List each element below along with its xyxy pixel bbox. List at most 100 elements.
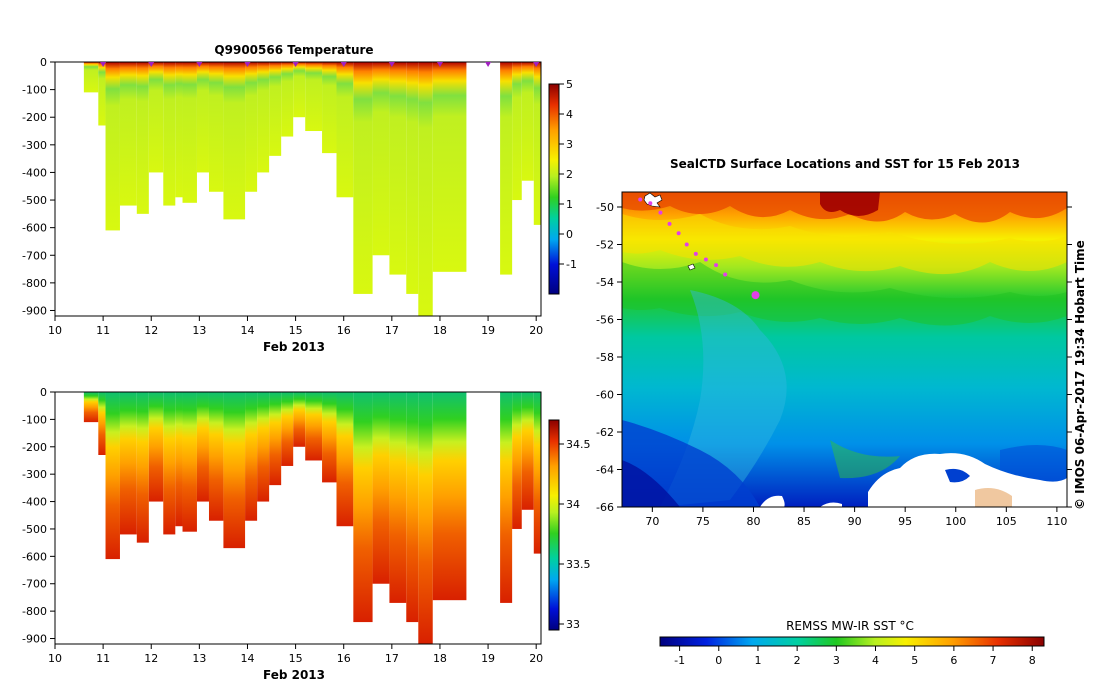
- y-tick-label: -54: [596, 276, 614, 289]
- profile-column: [223, 392, 246, 549]
- profile-column: [148, 62, 164, 173]
- x-tick-label: 11: [96, 324, 110, 337]
- profile-column: [196, 62, 209, 173]
- profile-marker: [196, 62, 203, 67]
- salinity-columns: [83, 392, 541, 644]
- profile-marker: [292, 62, 299, 67]
- x-tick-label: 16: [337, 324, 351, 337]
- seal-track: [638, 197, 760, 300]
- profile-column: [257, 392, 270, 502]
- profile-column: [521, 62, 534, 181]
- temperature-columns: [83, 62, 541, 316]
- colorbar-tick-label: -1: [566, 258, 577, 271]
- y-tick-label: -400: [22, 166, 47, 179]
- sst-colorbar-label: REMSS MW-IR SST °C: [786, 619, 914, 633]
- profile-marker: [148, 62, 155, 67]
- temperature-y-ticks: 0 -100 -200 -300 -400 -500 -600 -700 -800 -900: [22, 56, 55, 317]
- x-tick-label: 16: [337, 652, 351, 665]
- profile-column: [208, 392, 224, 521]
- profile-column: [372, 392, 390, 584]
- y-tick-label: -64: [596, 464, 614, 477]
- profile-column: [353, 392, 373, 623]
- colorbar-tick-label: 33: [566, 618, 580, 631]
- colorbar-tick-label: 3: [833, 654, 840, 667]
- profile-column: [119, 62, 137, 206]
- sst-colorbar: [659, 636, 1045, 647]
- x-tick-label: 15: [289, 324, 303, 337]
- y-tick-label: -800: [22, 605, 47, 618]
- profile-column: [182, 62, 197, 203]
- profile-column: [208, 62, 224, 192]
- profile-column: [372, 62, 390, 256]
- profile-column: [533, 62, 541, 225]
- y-tick-label: -50: [596, 201, 614, 214]
- y-tick-label: -200: [22, 111, 47, 124]
- profile-column: [322, 392, 337, 483]
- colorbar-tick-label: 8: [1029, 654, 1036, 667]
- profile-column: [406, 62, 419, 294]
- x-tick-label: 105: [996, 515, 1017, 528]
- profile-column: [406, 392, 419, 623]
- x-tick-label: 11: [96, 652, 110, 665]
- x-tick-label: 19: [481, 652, 495, 665]
- y-tick-label: -700: [22, 578, 47, 591]
- temperature-x-ticks: 10 11 12 13 14 15 16 17 18 19 20: [48, 316, 543, 337]
- x-tick-label: 95: [898, 515, 912, 528]
- profile-column: [293, 62, 306, 118]
- x-tick-label: 20: [529, 324, 543, 337]
- x-tick-label: 14: [240, 324, 254, 337]
- profile-column: [512, 392, 522, 529]
- profile-column: [136, 62, 149, 214]
- salinity-colorbar-ticks: 34.5 34 33.5 33: [559, 438, 591, 631]
- profile-column: [281, 392, 294, 466]
- track-point: [693, 251, 698, 256]
- profile-column: [500, 392, 513, 603]
- profile-column: [336, 392, 354, 527]
- profile-column: [432, 62, 467, 272]
- track-point: [648, 201, 653, 206]
- x-tick-label: 12: [144, 324, 158, 337]
- track-point: [751, 291, 760, 300]
- y-tick-label: -300: [22, 139, 47, 152]
- track-point: [676, 231, 681, 236]
- x-tick-label: 13: [192, 652, 206, 665]
- colorbar-tick-label: 6: [950, 654, 957, 667]
- profile-column: [281, 62, 294, 137]
- profile-column: [305, 62, 323, 132]
- x-tick-label: 19: [481, 324, 495, 337]
- y-tick-label: -62: [596, 426, 614, 439]
- y-tick-label: -800: [22, 277, 47, 290]
- x-tick-label: 10: [48, 652, 62, 665]
- y-tick-label: -600: [22, 550, 47, 563]
- profile-column: [196, 392, 209, 502]
- sst-map-chart: SealCTD Surface Locations and SST for 15…: [596, 157, 1087, 667]
- x-tick-label: 14: [240, 652, 254, 665]
- track-point: [667, 221, 672, 226]
- colorbar-tick-label: 34: [566, 498, 580, 511]
- y-tick-label: 0: [40, 386, 47, 399]
- profile-column: [322, 62, 337, 154]
- profile-column: [269, 62, 282, 156]
- profile-column: [98, 392, 106, 455]
- profile-marker: [100, 62, 107, 67]
- track-point: [714, 263, 719, 268]
- x-tick-label: 15: [289, 652, 303, 665]
- salinity-colorbar: [548, 419, 560, 631]
- profile-column: [500, 62, 513, 275]
- y-tick-label: -58: [596, 351, 614, 364]
- track-point: [684, 242, 689, 247]
- x-tick-label: 18: [433, 324, 447, 337]
- track-point: [638, 197, 643, 202]
- x-tick-label: 20: [529, 652, 543, 665]
- salinity-y-ticks: 0 -100 -200 -300 -400 -500 -600 -700 -800 -900: [22, 386, 55, 646]
- x-tick-label: 90: [848, 515, 862, 528]
- profile-column: [136, 392, 149, 543]
- colorbar-tick-label: 4: [872, 654, 879, 667]
- y-tick-label: -400: [22, 496, 47, 509]
- y-tick-label: 0: [40, 56, 47, 69]
- x-tick-label: 100: [945, 515, 966, 528]
- colorbar-tick-label: 7: [990, 654, 997, 667]
- y-tick-label: -500: [22, 523, 47, 536]
- colorbar-tick-label: 3: [566, 138, 573, 151]
- colorbar-tick-label: 5: [911, 654, 918, 667]
